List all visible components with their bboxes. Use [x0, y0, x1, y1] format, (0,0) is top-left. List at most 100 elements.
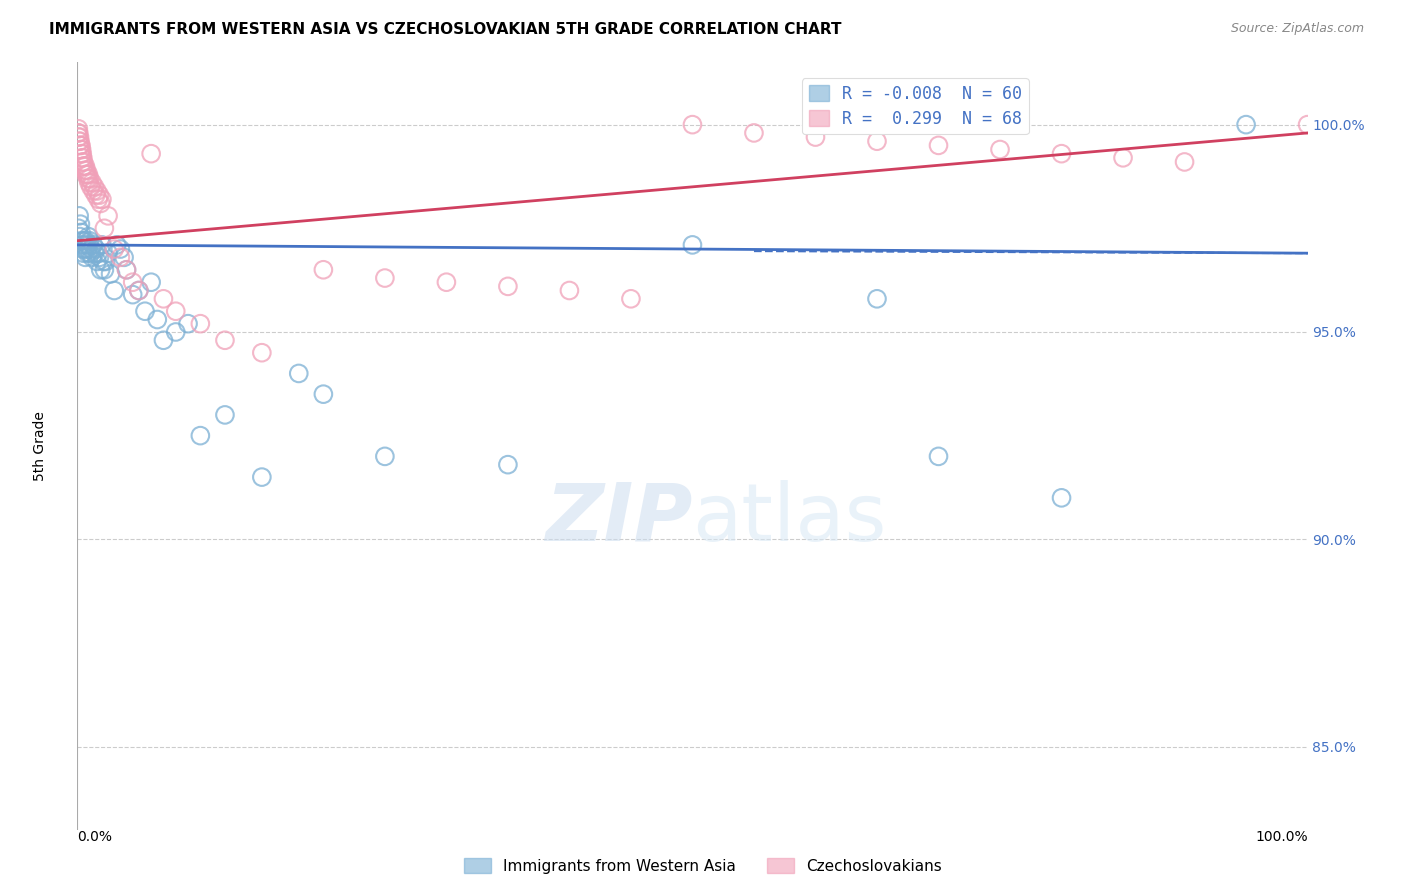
Point — [288, 367, 311, 381]
Point — [97, 209, 120, 223]
Point — [66, 126, 89, 140]
Point — [165, 304, 187, 318]
Point — [79, 171, 101, 186]
Point — [89, 250, 111, 264]
Point — [312, 387, 335, 401]
Point — [80, 179, 103, 194]
Point — [214, 333, 236, 347]
Point — [69, 143, 91, 157]
Point — [682, 118, 704, 132]
Point — [436, 275, 458, 289]
Point — [928, 138, 950, 153]
Point — [76, 168, 98, 182]
Point — [134, 304, 156, 318]
Point — [69, 217, 91, 231]
Point — [69, 138, 91, 153]
Point — [69, 134, 91, 148]
Point — [76, 238, 98, 252]
Point — [141, 146, 163, 161]
Point — [115, 262, 138, 277]
Point — [75, 159, 97, 173]
Point — [87, 192, 110, 206]
Point — [496, 458, 519, 472]
Legend: Immigrants from Western Asia, Czechoslovakians: Immigrants from Western Asia, Czechoslov… — [457, 852, 949, 880]
Point — [69, 229, 91, 244]
Point — [89, 188, 111, 202]
Point — [79, 234, 101, 248]
Point — [67, 134, 90, 148]
Point — [1234, 118, 1257, 132]
Point — [73, 242, 96, 256]
Point — [110, 250, 132, 264]
Point — [90, 262, 112, 277]
Point — [188, 317, 212, 331]
Point — [76, 163, 98, 178]
Point — [91, 254, 114, 268]
Point — [70, 146, 93, 161]
Point — [82, 184, 104, 198]
Text: Source: ZipAtlas.com: Source: ZipAtlas.com — [1230, 22, 1364, 36]
Point — [620, 292, 643, 306]
Point — [82, 238, 104, 252]
Point — [77, 229, 100, 244]
Text: 100.0%: 100.0% — [1256, 830, 1308, 844]
Point — [988, 143, 1011, 157]
Point — [67, 221, 90, 235]
Point — [70, 234, 93, 248]
Point — [82, 176, 104, 190]
Point — [73, 234, 96, 248]
Point — [77, 176, 100, 190]
Point — [250, 470, 273, 484]
Point — [72, 155, 94, 169]
Point — [84, 188, 107, 202]
Point — [73, 159, 96, 173]
Point — [82, 250, 104, 264]
Point — [141, 275, 163, 289]
Point — [83, 246, 105, 260]
Point — [72, 246, 94, 260]
Point — [72, 151, 94, 165]
Point — [93, 221, 115, 235]
Legend: R = -0.008  N = 60, R =  0.299  N = 68: R = -0.008 N = 60, R = 0.299 N = 68 — [801, 78, 1029, 135]
Text: 5th Grade: 5th Grade — [32, 411, 46, 481]
Text: 0.0%: 0.0% — [77, 830, 112, 844]
Point — [87, 246, 110, 260]
Point — [110, 242, 132, 256]
Point — [84, 242, 107, 256]
Point — [1174, 155, 1197, 169]
Point — [79, 246, 101, 260]
Point — [121, 275, 143, 289]
Point — [93, 262, 115, 277]
Point — [67, 130, 90, 145]
Point — [77, 168, 100, 182]
Point — [70, 146, 93, 161]
Point — [69, 138, 91, 153]
Point — [115, 262, 138, 277]
Point — [70, 226, 93, 240]
Point — [83, 179, 105, 194]
Point — [75, 234, 97, 248]
Point — [67, 126, 90, 140]
Point — [80, 242, 103, 256]
Point — [75, 250, 97, 264]
Point — [100, 267, 122, 281]
Point — [70, 138, 93, 153]
Point — [90, 192, 114, 206]
Point — [496, 279, 519, 293]
Point — [682, 238, 704, 252]
Point — [152, 333, 174, 347]
Point — [97, 246, 120, 260]
Text: ZIP: ZIP — [546, 480, 693, 558]
Point — [250, 345, 273, 359]
Point — [165, 325, 187, 339]
Point — [77, 238, 100, 252]
Point — [72, 155, 94, 169]
Point — [128, 284, 150, 298]
Point — [1112, 151, 1135, 165]
Point — [928, 450, 950, 464]
Point — [73, 163, 96, 178]
Point — [177, 317, 200, 331]
Point — [374, 271, 396, 285]
Point — [112, 250, 135, 264]
Text: atlas: atlas — [693, 480, 887, 558]
